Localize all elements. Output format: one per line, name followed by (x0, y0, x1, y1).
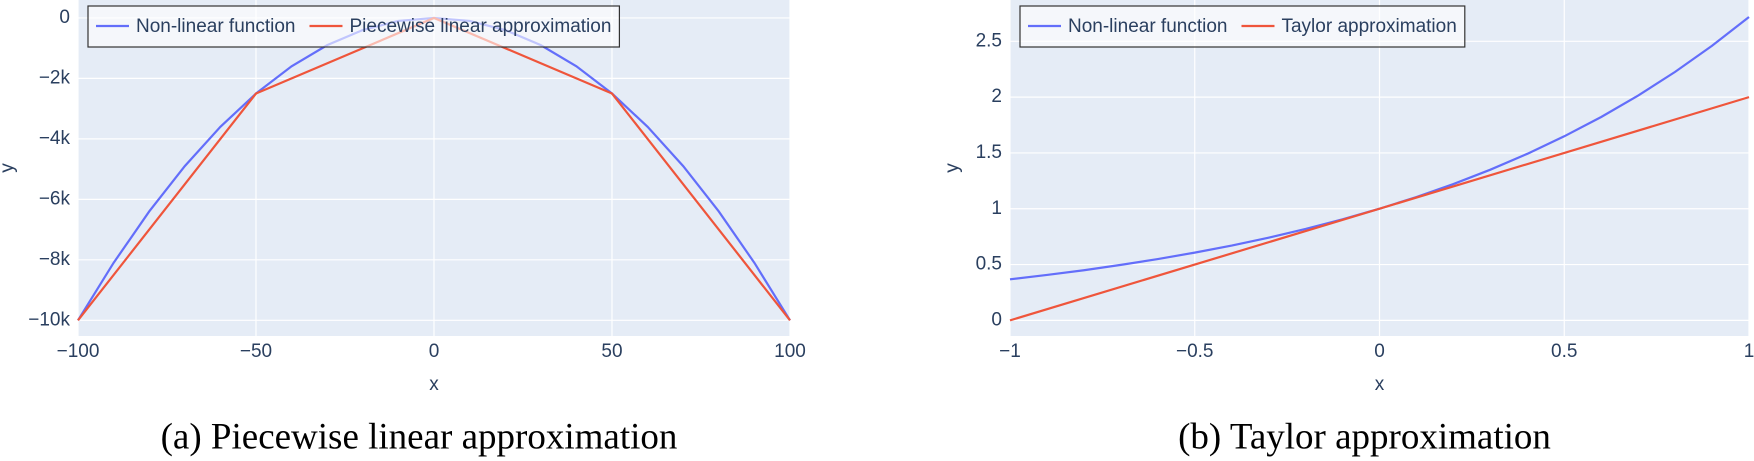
legend-label: Taylor approximation (1281, 16, 1456, 37)
chart: 0 −2k −4k −6k −8k −10k −100 −50 0 50 100 x y Non-line… (0, 0, 806, 457)
x-tick-label: −50 (240, 341, 272, 362)
x-tick-label: 0 (1374, 341, 1385, 362)
data-line (1009, 96, 1750, 322)
y-tick-label: 0 (59, 7, 70, 28)
y-tick-label: −10k (28, 309, 70, 330)
x-tick-label: −0.5 (1176, 341, 1214, 362)
legend-label: Non-linear function (136, 16, 295, 37)
y-tick-label: 2 (991, 86, 1002, 107)
legend: Non-linear function Piecewise linear appr… (87, 5, 621, 48)
y-axis-label: y (0, 163, 18, 173)
x-tick-label: −100 (57, 341, 100, 362)
y-tick-label: −2k (39, 67, 71, 88)
x-tick-label: 0 (429, 341, 440, 362)
x-tick-label: 50 (601, 341, 622, 362)
x-tick-label: −1 (999, 341, 1021, 362)
x-tick-label: 1 (1744, 341, 1754, 362)
legend: Non-linear function Taylor approximation (1019, 5, 1466, 48)
caption: (b) Taylor approximation (1178, 416, 1551, 457)
caption: (a) Piecewise linear approximation (161, 416, 678, 457)
y-tick-label: −8k (39, 249, 71, 270)
x-tick-label: 0.5 (1551, 341, 1577, 362)
x-axis-label: x (429, 374, 439, 395)
x-axis-label: x (1375, 374, 1385, 395)
legend-box (87, 5, 621, 48)
x-tick-label: 100 (774, 341, 806, 362)
legend-label: Non-linear function (1068, 16, 1227, 37)
legend-label: Piecewise linear approximation (349, 16, 611, 37)
chart: 0 0.5 1 1.5 2 2.5 −1 −0.5 0 0.5 1 x y Non-linear func… (942, 0, 1754, 457)
y-tick-label: 1 (991, 198, 1002, 219)
y-axis-label: y (942, 163, 963, 173)
y-tick-label: 2.5 (976, 30, 1002, 51)
y-tick-label: −6k (39, 188, 71, 209)
y-tick-label: 0 (991, 309, 1002, 330)
y-tick-label: 1.5 (976, 142, 1002, 163)
y-tick-label: −4k (39, 128, 71, 149)
y-tick-label: 0.5 (976, 254, 1002, 275)
